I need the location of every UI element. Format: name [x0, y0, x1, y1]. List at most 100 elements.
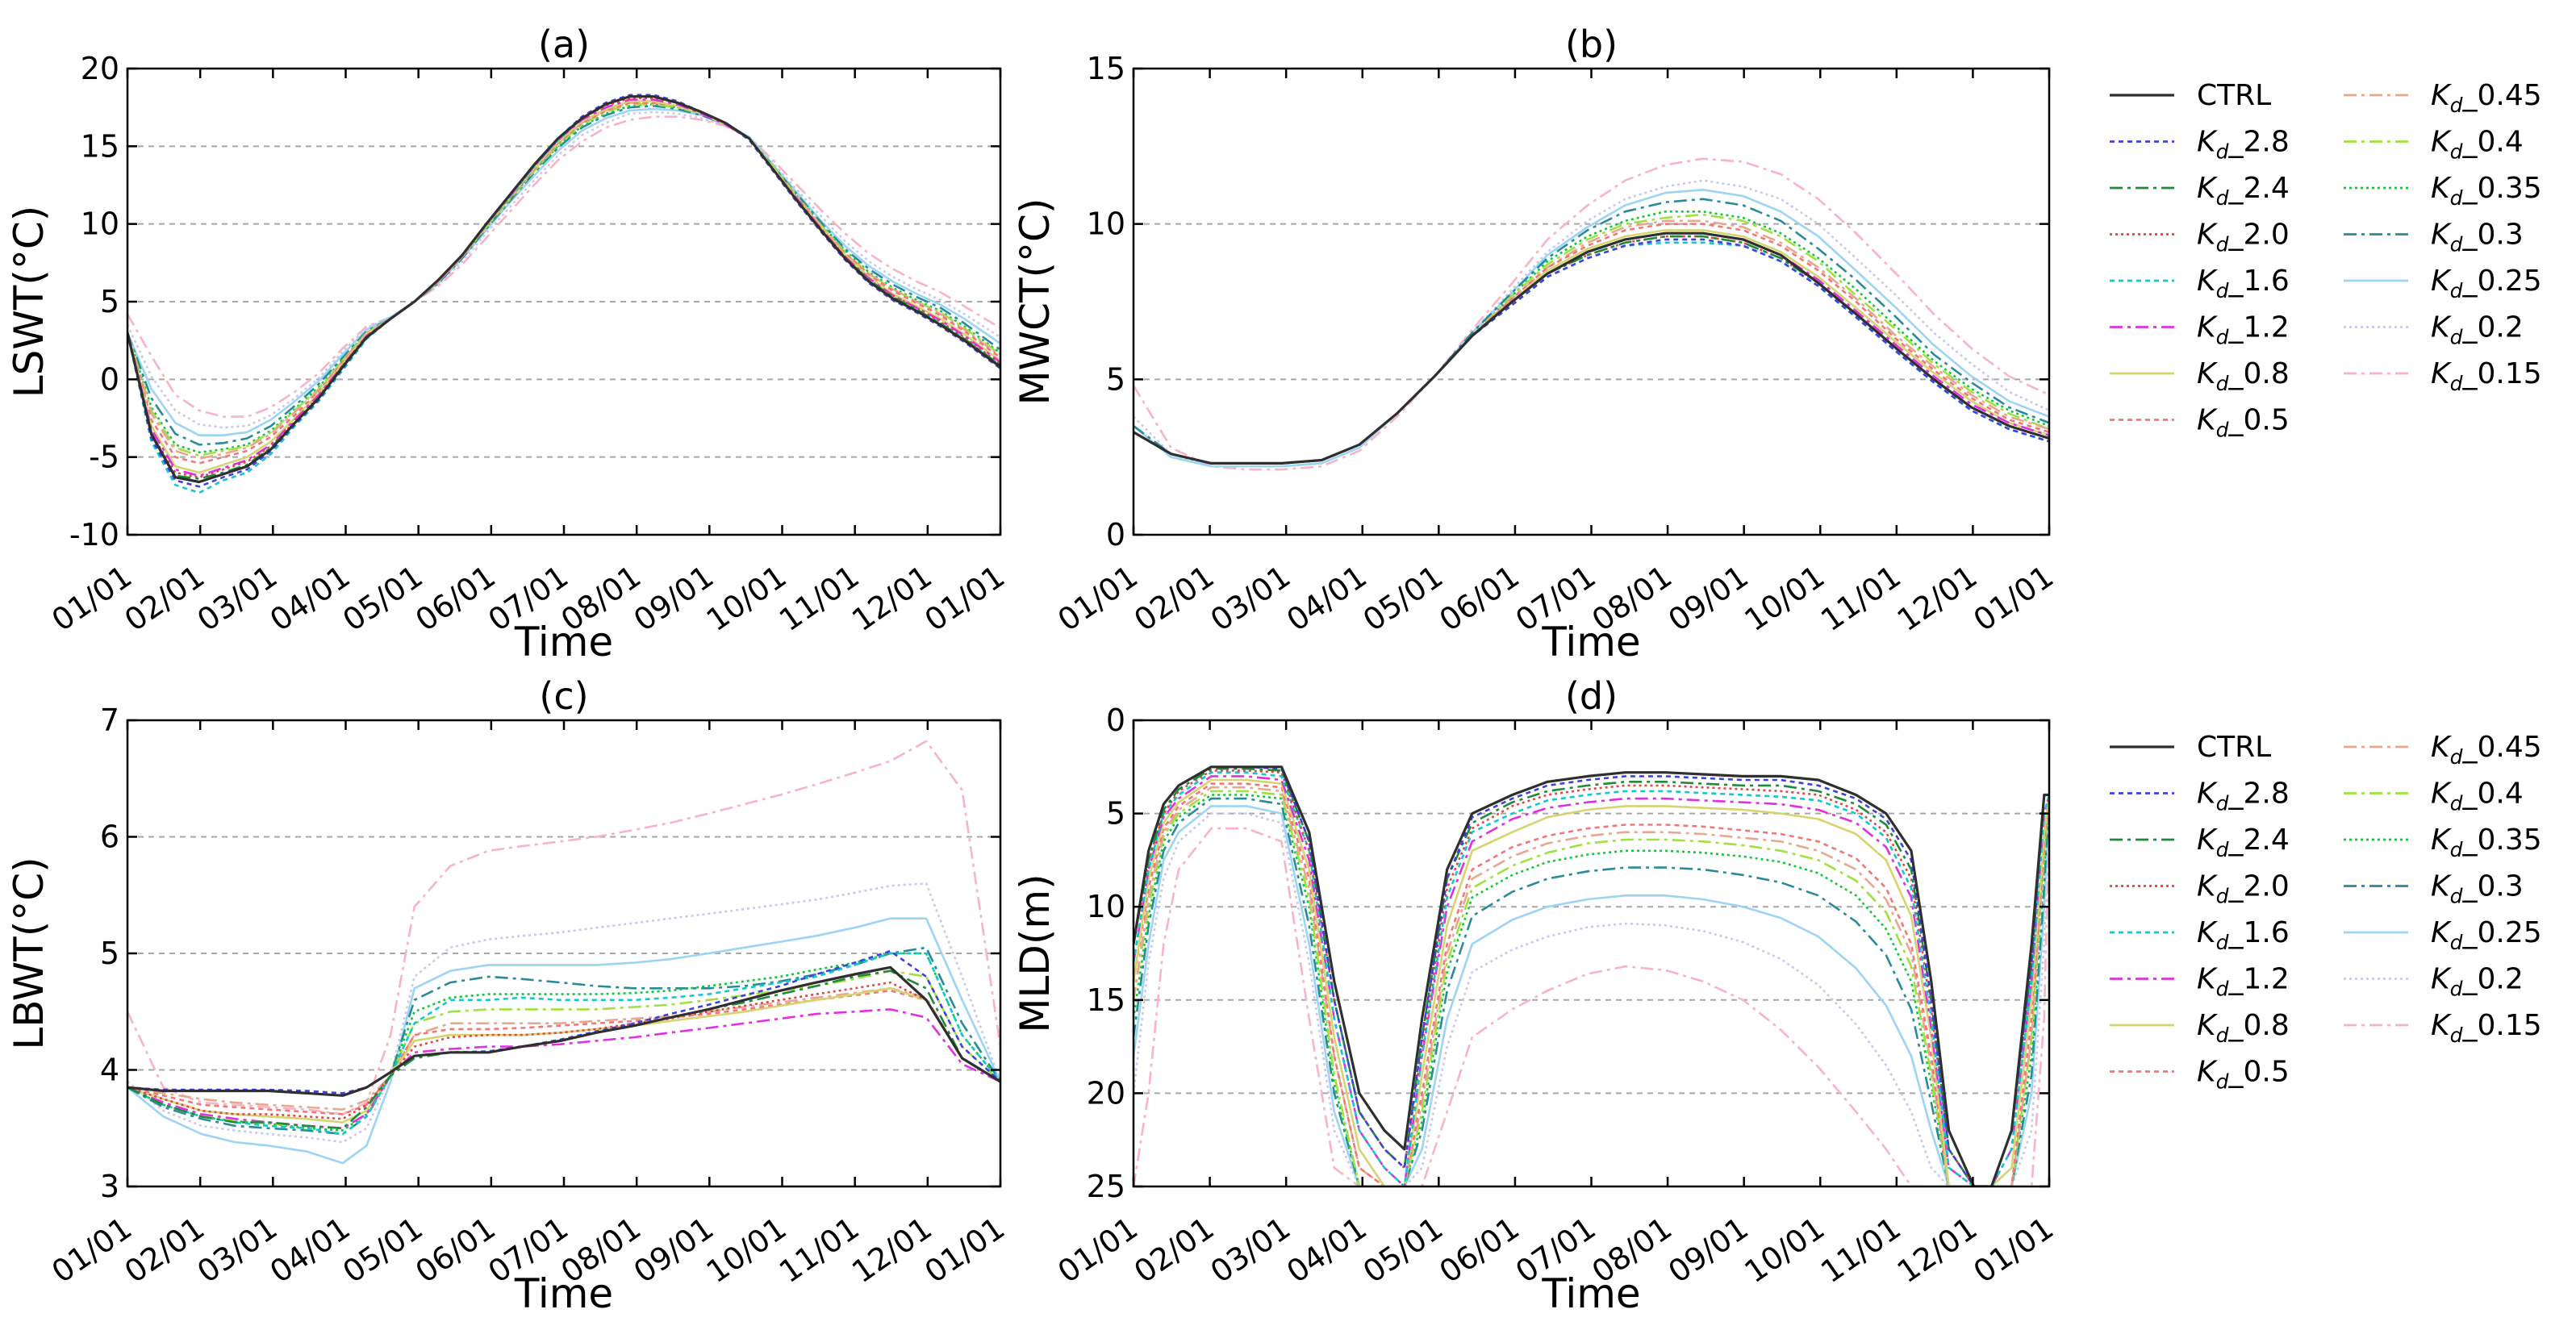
- x-tick-label: 01/01: [1051, 1210, 1144, 1290]
- series-line-2.4: [1134, 767, 2049, 1186]
- legend-entry-0.45: Kd_0.45: [2344, 731, 2542, 769]
- x-tick-label: 10/01: [700, 1210, 793, 1290]
- legend-entry-1.2: Kd_1.2: [2110, 311, 2290, 349]
- legend-label: Kd_0.3: [2431, 219, 2524, 256]
- legend-label: Kd_0.4: [2431, 126, 2524, 164]
- series-line-0.15: [127, 115, 1000, 418]
- legend-label: Kd_0.35: [2431, 824, 2542, 861]
- y-tick-label: 3: [100, 1169, 119, 1204]
- x-tick-label: 03/01: [1204, 558, 1296, 638]
- legend-label: Kd_1.2: [2197, 963, 2290, 1001]
- legend-label: Kd_0.8: [2197, 1009, 2290, 1047]
- panel-title: (a): [538, 23, 590, 66]
- y-tick-label: 20: [1087, 1075, 1125, 1111]
- x-tick-label: 05/01: [1357, 1210, 1450, 1290]
- x-tick-label: 04/01: [264, 558, 357, 638]
- legend-entry-0.2: Kd_0.2: [2344, 311, 2524, 349]
- legend-label: Kd_0.35: [2431, 172, 2542, 210]
- x-tick-label: 12/01: [845, 558, 938, 638]
- legend-entry-2.8: Kd_2.8: [2110, 126, 2290, 164]
- legend-entry-2.4: Kd_2.4: [2110, 172, 2290, 210]
- x-tick-label: 03/01: [1204, 1210, 1296, 1290]
- legend-entry-0.3: Kd_0.3: [2344, 870, 2524, 908]
- y-tick-label: 5: [1106, 796, 1125, 832]
- y-axis-label: MWCT(°C): [1012, 198, 1058, 406]
- x-tick-label: 01/01: [918, 558, 1011, 638]
- series-line-0.8: [127, 100, 1000, 474]
- x-tick-label: 11/01: [1814, 558, 1907, 638]
- series-line-CTRL: [127, 965, 1000, 1097]
- series-line-0.45: [1134, 786, 2049, 1186]
- x-tick-label: 02/01: [1128, 558, 1221, 638]
- y-tick-label: 0: [1106, 703, 1125, 738]
- series-line-0.3: [1134, 794, 2049, 1186]
- y-tick-label: 25: [1087, 1169, 1125, 1204]
- x-tick-label: 09/01: [1662, 1210, 1755, 1290]
- x-tick-label: 04/01: [264, 1210, 357, 1290]
- y-tick-label: 15: [81, 128, 119, 164]
- series-line-0.2: [127, 882, 1000, 1144]
- series-line-1.6: [1134, 241, 2049, 465]
- legend-label: Kd_2.4: [2197, 172, 2290, 210]
- series-line-CTRL: [127, 95, 1000, 484]
- x-tick-label: 11/01: [1814, 1210, 1907, 1290]
- series-line-1.6: [127, 952, 1000, 1136]
- legend-label: Kd_1.6: [2197, 916, 2290, 954]
- x-tick-label: 11/01: [773, 1210, 866, 1290]
- x-tick-label: 06/01: [409, 1210, 502, 1290]
- series-line-0.45: [127, 987, 1000, 1111]
- series-line-2.0: [127, 981, 1000, 1120]
- x-tick-label: 01/01: [1051, 558, 1144, 638]
- x-tick-label: 02/01: [118, 558, 211, 638]
- x-tick-label: 01/01: [1967, 1210, 2060, 1290]
- legend-entry-0.15: Kd_0.15: [2344, 1009, 2542, 1047]
- panel-b: 05101501/0102/0103/0104/0105/0106/0107/0…: [1012, 23, 2060, 665]
- x-tick-label: 03/01: [191, 1210, 284, 1290]
- legend-label: Kd_0.2: [2431, 311, 2524, 349]
- series-line-2.8: [127, 94, 1000, 488]
- legend-entry-1.2: Kd_1.2: [2110, 963, 2290, 1001]
- series-group: [1134, 765, 2049, 1186]
- series-line-2.4: [127, 95, 1000, 480]
- legend-label: Kd_0.3: [2431, 870, 2524, 908]
- legend-label: Kd_0.45: [2431, 79, 2542, 117]
- legend-entry-0.15: Kd_0.15: [2344, 357, 2542, 395]
- y-tick-label: 5: [1106, 361, 1125, 397]
- series-line-0.4: [1134, 790, 2049, 1186]
- x-tick-label: 01/01: [45, 1210, 138, 1290]
- legend-label: Kd_0.15: [2431, 357, 2542, 395]
- x-tick-label: 04/01: [1280, 1210, 1373, 1290]
- plot-frame: [1132, 67, 2051, 536]
- legend-label: Kd_0.8: [2197, 357, 2290, 395]
- series-line-0.25: [127, 917, 1000, 1165]
- y-tick-label: 10: [1087, 889, 1125, 924]
- series-group: [1134, 157, 2049, 471]
- x-axis-label: Time: [514, 1270, 613, 1317]
- legend-label: Kd_0.25: [2431, 265, 2542, 302]
- panel-title: (c): [539, 674, 588, 718]
- legend-label: Kd_0.5: [2197, 1056, 2290, 1094]
- legend-entry-0.5: Kd_0.5: [2110, 1056, 2290, 1094]
- series-group: [127, 740, 1000, 1165]
- legend-label: Kd_2.8: [2197, 778, 2290, 815]
- x-axis-label: Time: [514, 619, 613, 665]
- x-tick-label: 11/01: [773, 558, 866, 638]
- x-tick-label: 01/01: [918, 1210, 1011, 1290]
- series-line-0.25: [1134, 189, 2049, 468]
- series-line-1.2: [127, 1008, 1000, 1130]
- y-axis-label: LBWT(°C): [6, 857, 52, 1049]
- x-tick-label: 05/01: [336, 558, 429, 638]
- legend-entry-0.2: Kd_0.2: [2344, 963, 2524, 1001]
- y-tick-label: 10: [1087, 206, 1125, 242]
- series-line-0.35: [1134, 794, 2049, 1186]
- y-tick-label: 5: [100, 284, 119, 319]
- legend-entry-0.8: Kd_0.8: [2110, 1009, 2290, 1047]
- panel-title: (d): [1565, 674, 1618, 718]
- legend-label: Kd_0.45: [2431, 731, 2542, 769]
- series-line-0.3: [127, 104, 1000, 446]
- y-tick-label: 0: [100, 361, 119, 397]
- series-line-0.25: [1134, 794, 2049, 1186]
- legend-bottom: CTRL Kd_2.8 Kd_2.4 Kd_2.0 Kd_1.6 Kd_1.2 Kd_0.8…: [2110, 731, 2542, 1094]
- x-tick-label: 12/01: [1891, 1210, 1984, 1290]
- x-tick-label: 12/01: [1891, 558, 1984, 638]
